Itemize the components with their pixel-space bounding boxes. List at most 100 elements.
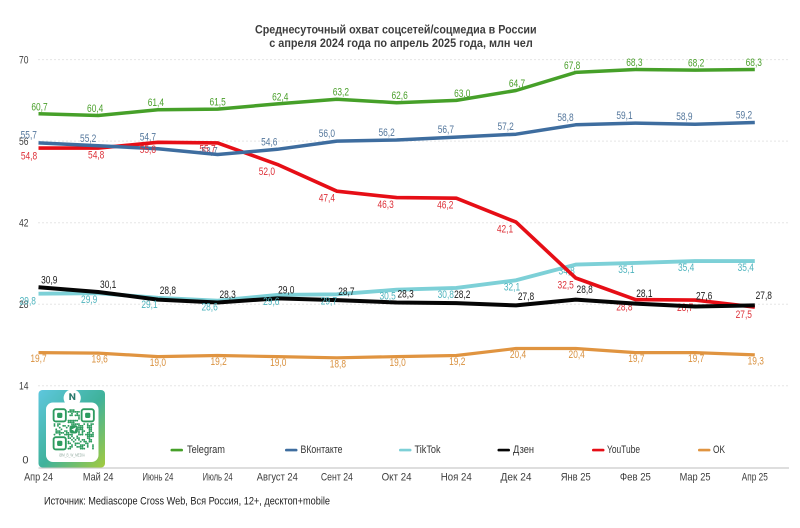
svg-text:60,7: 60,7 [31,101,47,113]
svg-text:63,0: 63,0 [454,88,470,100]
svg-text:61,5: 61,5 [209,97,225,109]
svg-text:28,3: 28,3 [397,289,413,301]
svg-text:Ноя 24: Ноя 24 [441,472,472,484]
svg-text:55,7: 55,7 [21,130,37,142]
svg-text:55,8: 55,8 [140,144,156,156]
svg-text:28,8: 28,8 [160,285,176,297]
svg-text:62,6: 62,6 [391,90,407,102]
svg-text:28,8: 28,8 [577,284,593,296]
svg-text:19,2: 19,2 [210,356,226,368]
svg-text:20,4: 20,4 [569,349,585,361]
svg-text:с апреля 2024 года по апрель 2: с апреля 2024 года по апрель 2025 года, … [269,38,533,50]
svg-text:27,8: 27,8 [756,290,772,302]
svg-text:28: 28 [19,299,29,311]
svg-text:28,2: 28,2 [454,289,470,301]
svg-text:54,6: 54,6 [261,136,277,148]
svg-text:OK: OK [713,444,725,456]
svg-text:35,4: 35,4 [678,262,694,274]
svg-text:30,8: 30,8 [438,289,454,301]
svg-text:Апр 24: Апр 24 [24,472,53,484]
svg-text:Август 24: Август 24 [257,472,298,484]
svg-text:63,2: 63,2 [333,87,349,99]
svg-text:Среднесуточный охват соцсетей/: Среднесуточный охват соцсетей/соцмедиа в… [255,25,537,37]
svg-text:58,9: 58,9 [676,111,692,123]
svg-text:Дек 24: Дек 24 [501,472,532,484]
svg-text:19,6: 19,6 [92,354,108,366]
svg-text:28,6: 28,6 [201,302,217,314]
svg-text:20,4: 20,4 [510,349,526,361]
svg-text:29,7: 29,7 [321,295,337,307]
svg-text:19,2: 19,2 [449,356,465,368]
svg-text:29,9: 29,9 [81,294,97,306]
svg-text:68,2: 68,2 [688,58,704,70]
svg-text:68,3: 68,3 [626,57,642,69]
svg-text:62,4: 62,4 [272,91,288,103]
svg-text:0: 0 [22,455,28,467]
svg-text:19,0: 19,0 [270,357,286,369]
svg-text:Фев 25: Фев 25 [620,472,651,484]
svg-text:47,4: 47,4 [319,193,335,205]
svg-text:52,0: 52,0 [259,166,275,178]
svg-text:19,7: 19,7 [628,353,644,365]
svg-text:42: 42 [19,218,29,230]
svg-text:54,7: 54,7 [140,131,156,143]
svg-text:59,2: 59,2 [736,110,752,122]
svg-text:29,8: 29,8 [20,296,36,308]
svg-text:27,5: 27,5 [736,309,752,321]
svg-text:ВКонтакте: ВКонтакте [301,444,343,456]
svg-text:Янв 25: Янв 25 [561,472,591,484]
svg-text:@M_B_W_MEDIA: @M_B_W_MEDIA [59,453,86,458]
svg-text:46,2: 46,2 [437,200,453,212]
svg-text:30,9: 30,9 [41,275,57,287]
svg-text:61,4: 61,4 [148,97,164,109]
svg-text:19,0: 19,0 [150,357,166,369]
svg-text:32,1: 32,1 [504,281,520,293]
svg-text:27,8: 27,8 [518,291,534,303]
svg-text:54,8: 54,8 [88,150,104,162]
svg-text:29,0: 29,0 [278,284,294,296]
svg-text:19,0: 19,0 [389,357,405,369]
svg-text:29,6: 29,6 [263,296,279,308]
svg-text:Апр 25: Апр 25 [742,472,768,484]
svg-text:70: 70 [19,55,29,67]
svg-text:19,3: 19,3 [748,355,764,367]
svg-text:27,6: 27,6 [696,291,712,303]
svg-text:28,3: 28,3 [219,289,235,301]
svg-text:56: 56 [19,136,29,148]
svg-text:14: 14 [19,381,29,393]
svg-text:35,1: 35,1 [618,264,634,276]
svg-text:56,0: 56,0 [319,128,335,140]
svg-text:46,3: 46,3 [377,199,393,211]
svg-text:60,4: 60,4 [87,103,103,115]
svg-text:59,1: 59,1 [616,110,632,122]
svg-text:28,7: 28,7 [338,286,354,298]
svg-text:18,8: 18,8 [330,358,346,370]
svg-text:55,2: 55,2 [80,133,96,145]
svg-text:58,8: 58,8 [557,112,573,124]
svg-text:57,2: 57,2 [497,121,513,133]
svg-text:56,2: 56,2 [378,127,394,139]
svg-text:Дзен: Дзен [513,444,534,456]
svg-text:Июнь 24: Июнь 24 [142,472,173,484]
svg-text:TikTok: TikTok [415,444,441,456]
svg-text:Июль 24: Июль 24 [203,472,233,484]
svg-text:28,1: 28,1 [636,288,652,300]
svg-text:Мар 25: Мар 25 [680,472,711,484]
svg-text:64,7: 64,7 [509,78,525,90]
svg-text:Источник: Mediascope Cross Web: Источник: Mediascope Cross Web, Вся Росс… [44,496,330,508]
svg-text:Май 24: Май 24 [83,472,114,484]
svg-text:YouTube: YouTube [607,444,640,456]
svg-text:Сент 24: Сент 24 [321,472,353,484]
svg-text:Окт 24: Окт 24 [382,472,412,484]
svg-text:Telegram: Telegram [187,444,225,456]
svg-text:30,1: 30,1 [100,279,116,291]
svg-text:19,7: 19,7 [688,353,704,365]
svg-text:68,3: 68,3 [746,57,762,69]
svg-text:32,5: 32,5 [558,280,574,292]
svg-text:54,8: 54,8 [21,150,37,162]
svg-text:35,4: 35,4 [738,262,754,274]
svg-text:67,8: 67,8 [564,60,580,72]
svg-text:29,1: 29,1 [141,299,157,311]
svg-text:42,1: 42,1 [497,224,513,236]
svg-text:30,5: 30,5 [379,291,395,303]
